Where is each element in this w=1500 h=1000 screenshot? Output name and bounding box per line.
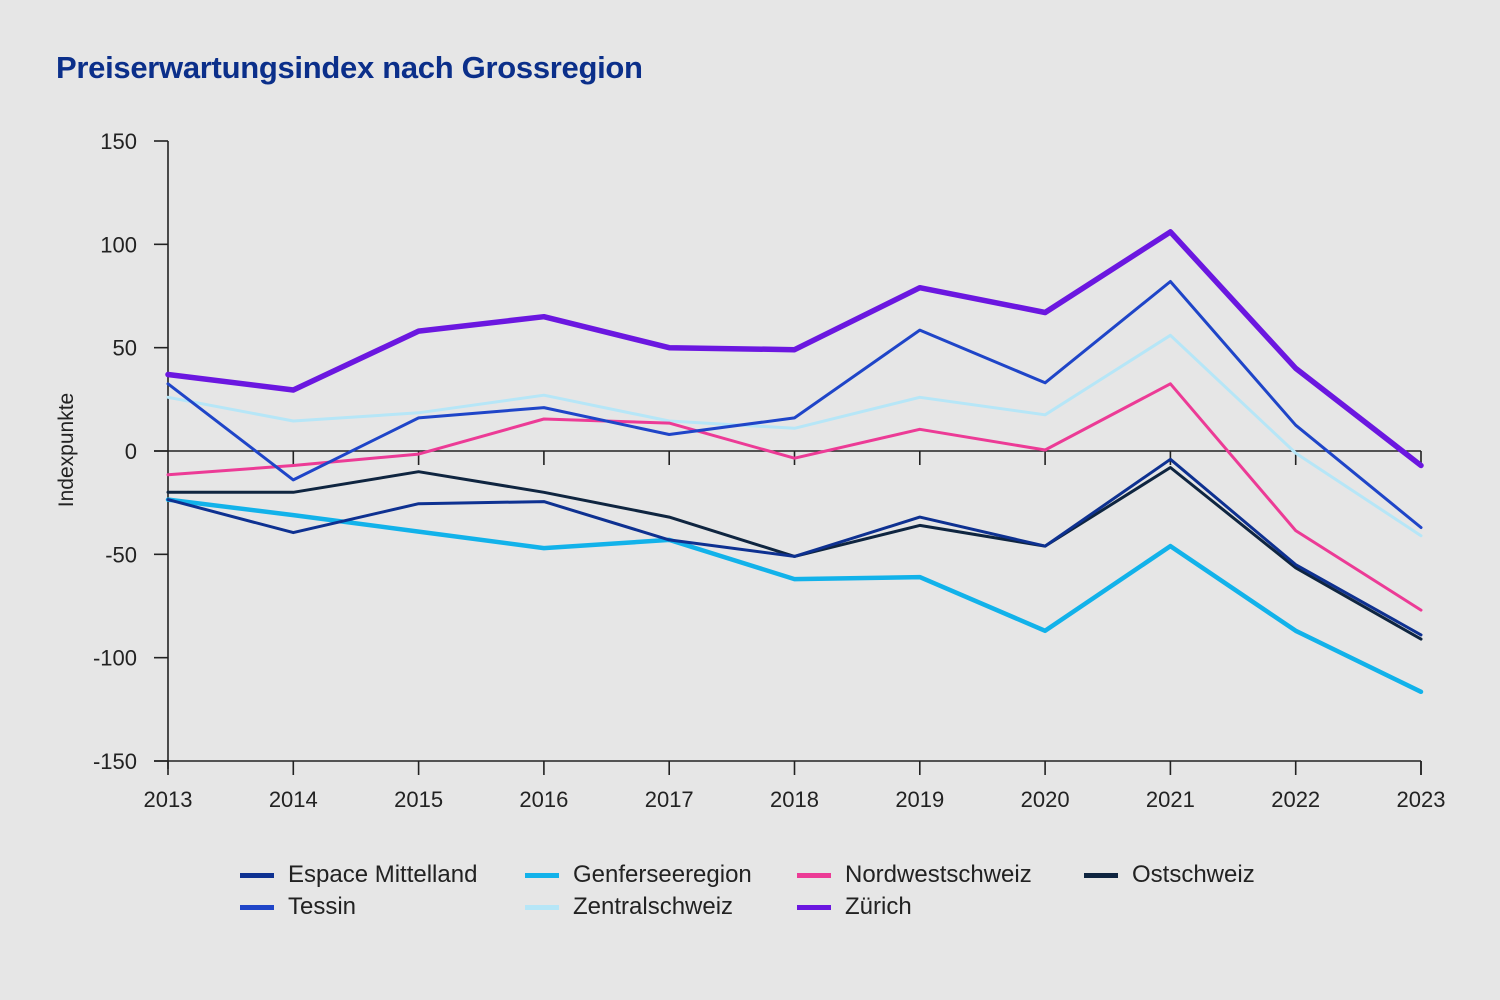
legend-swatch: [797, 904, 831, 910]
x-tick-label: 2013: [144, 787, 193, 812]
x-tick-label: 2014: [269, 787, 318, 812]
x-tick-label: 2019: [895, 787, 944, 812]
legend-item-genferseeregion: Genferseeregion: [525, 860, 797, 890]
legend: Espace Mittelland Genferseeregion Nordwe…: [240, 860, 1255, 922]
axes: 150 100 50 0 -50 -100 -150 2013 2014 2015 2016 2017…: [93, 129, 1446, 812]
legend-label: Genferseeregion: [573, 861, 752, 888]
legend-item-zentralschweiz: Zentralschweiz: [525, 892, 797, 922]
y-tick-label: 150: [100, 129, 137, 154]
series-line-tessin: [166, 280, 1423, 529]
legend-swatch: [240, 872, 274, 878]
series-line-zuerich: [165, 229, 1424, 469]
y-tick-label: -50: [105, 542, 137, 567]
y-tick-label: -100: [93, 646, 137, 671]
x-tick-label: 2017: [645, 787, 694, 812]
legend-swatch: [1084, 872, 1118, 878]
legend-label: Nordwestschweiz: [845, 861, 1032, 888]
legend-swatch: [797, 872, 831, 878]
legend-item-zuerich: Zürich: [797, 892, 1084, 922]
chart-title: Preiserwartungsindex nach Grossregion: [56, 50, 643, 85]
legend-label: Zentralschweiz: [573, 893, 734, 920]
legend-swatch: [240, 904, 274, 910]
y-tick-label: 50: [113, 336, 137, 361]
x-tick-label: 2015: [394, 787, 443, 812]
y-tick-label: 0: [125, 439, 137, 464]
x-tick-label: 2020: [1021, 787, 1070, 812]
x-tick-label: 2016: [519, 787, 568, 812]
legend-label: Zürich: [845, 893, 912, 920]
y-tick-label: 100: [100, 232, 137, 257]
series-line-zentralschweiz: [166, 333, 1423, 538]
legend-item-ostschweiz: Ostschweiz: [1084, 860, 1255, 890]
series-line-nordwestschweiz: [166, 382, 1423, 612]
legend-item-espace-mittelland: Espace Mittelland: [240, 860, 525, 890]
x-tick-label: 2023: [1397, 787, 1446, 812]
y-tick-label: -150: [93, 749, 137, 774]
x-tick-label: 2022: [1271, 787, 1320, 812]
series-lines: [165, 229, 1424, 695]
x-tick-label: 2021: [1146, 787, 1195, 812]
legend-item-nordwestschweiz: Nordwestschweiz: [797, 860, 1084, 890]
series-line-genferseeregion: [165, 497, 1424, 695]
series-line-ostschweiz: [166, 466, 1423, 641]
legend-swatch: [525, 872, 559, 878]
x-tick-label: 2018: [770, 787, 819, 812]
legend-label: Tessin: [288, 893, 357, 920]
y-axis-label: Indexpunkte: [55, 393, 78, 507]
legend-swatch: [525, 904, 559, 910]
legend-label: Ostschweiz: [1132, 861, 1255, 888]
legend-label: Espace Mittelland: [288, 861, 478, 888]
legend-item-tessin: Tessin: [240, 892, 525, 922]
series-line-espace-mittelland: [166, 457, 1423, 637]
